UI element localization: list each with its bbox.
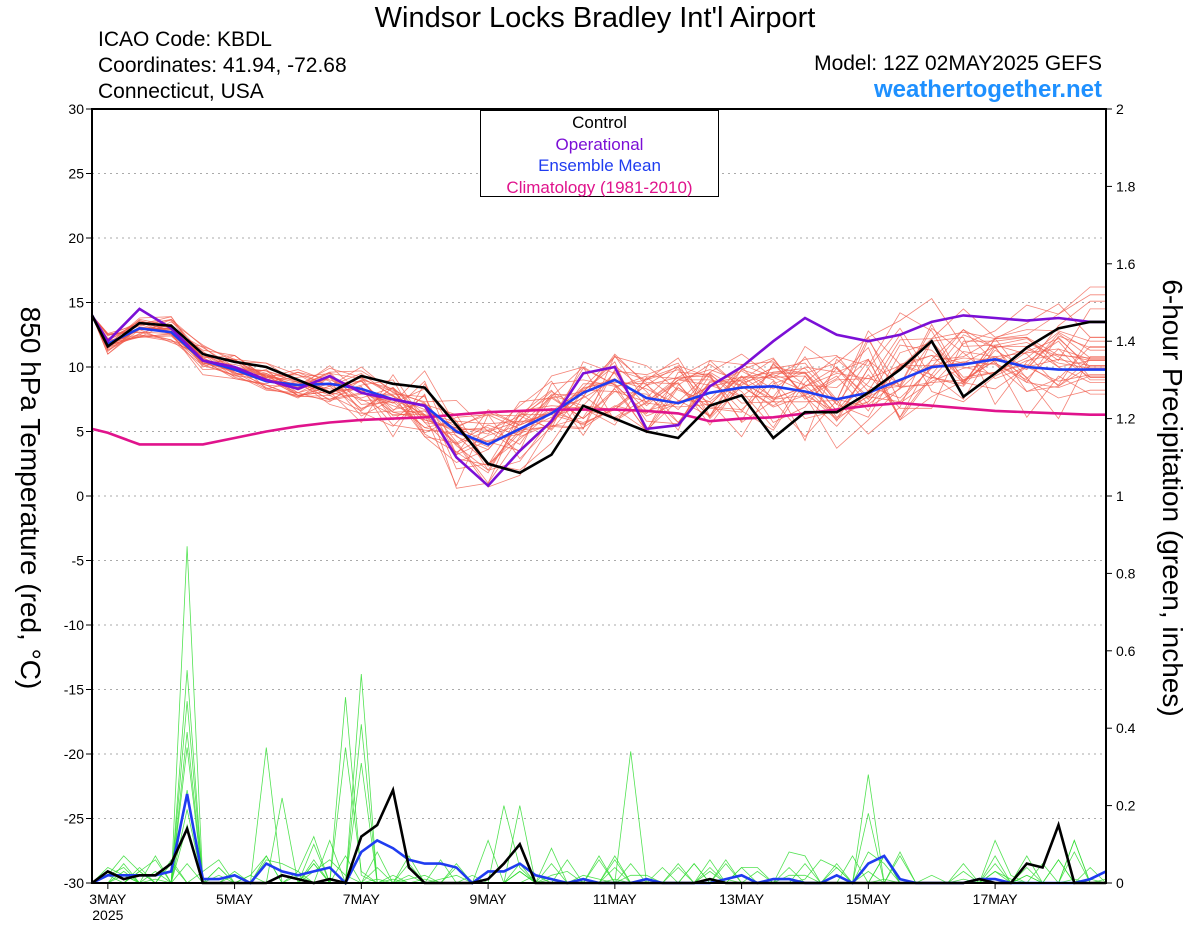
y-right-tick-label: 1 [1116,488,1124,504]
y-right-tick-label: 1.2 [1116,411,1136,427]
y-right-tick-label: 0.2 [1116,798,1136,814]
temperature-member-line [91,315,1106,466]
x-tick-label: 15MAY [846,891,892,907]
x-tick-label: 3MAY [89,891,127,907]
precip-control-line [91,785,1106,885]
grid-lines [92,173,1106,819]
y-right-tick-label: 1.6 [1116,256,1136,272]
y-left-tick-label: -5 [72,553,85,569]
website-link[interactable]: weathertogether.net [873,76,1102,103]
main-series [90,307,1107,886]
y-left-tick-label: 20 [68,230,84,246]
precipitation-member-line [92,823,1106,884]
temperature-member-line [91,315,1106,429]
precipitation-member-line [91,747,1106,884]
precipitation-member-line [92,790,1106,884]
y-left-tick-label: -20 [64,746,84,762]
precipitation-member-line [92,546,1106,884]
temp-ensemble-mean-line [90,314,1106,446]
x-tick-label: 9MAY [470,891,508,907]
y-left-tick-label: -10 [64,617,84,633]
temperature-member-line [91,315,1106,460]
legend-ensemble-mean: Ensemble Mean [538,156,661,175]
x-tick-label: 5MAY [216,891,254,907]
precipitation-member-line [92,747,1106,884]
precipitation-member-line [92,762,1106,884]
icao-code: ICAO Code: KBDL [98,28,272,51]
legend-operational: Operational [555,134,644,154]
precipitation-member-line [91,797,1107,884]
climatology-line [91,401,1106,446]
y-left-tick-label: -15 [64,682,84,698]
y-right-tick-label: 0.6 [1116,643,1136,659]
y-axis-right-label: 6-hour Precipitation (green, inches) [1157,279,1188,717]
region: Connecticut, USA [98,80,264,103]
y-left-tick-label: 15 [68,295,84,311]
y-left-tick-label: -25 [64,811,84,827]
chart-title: Windsor Locks Bradley Int'l Airport [374,2,816,34]
temperature-member-line [91,315,1106,434]
x-tick-label: 13MAY [719,891,765,907]
temperature-member-line [91,308,1106,443]
temperature-member-line [91,315,1106,456]
precipitation-member-line [92,747,1106,884]
y-right-tick-label: 0 [1116,875,1124,891]
y-axis-left-label: 850 hPa Temperature (red, °C) [15,306,46,690]
x-tick-label: 17MAY [973,891,1019,907]
y-left-tick-label: 0 [76,488,84,504]
legend-climatology: Climatology (1981-2010) [506,177,693,197]
y-right-tick-label: 0.8 [1116,565,1136,581]
temperature-member-line [91,312,1106,467]
y-right-tick-label: 1.8 [1116,178,1136,194]
precipitation-member-line [92,670,1106,884]
precipitation-member-line [91,847,1106,884]
y-right-tick-label: 2 [1116,101,1124,117]
axes [91,108,1107,884]
temp-operational-line [90,307,1106,488]
precipitation-members [91,546,1107,885]
x-tick-label: 7MAY [343,891,381,907]
temperature-member-line [91,315,1106,452]
y-left-tick-label: 30 [68,101,84,117]
temperature-member-line [91,315,1106,487]
y-left-tick-label: 10 [68,359,84,375]
precip-ensemble-mean-line [91,793,1107,886]
legend-control: Control [572,113,627,132]
model-run: Model: 12Z 02MAY2025 GEFS [814,52,1102,75]
y-right-tick-label: 0.4 [1116,720,1136,736]
x-tick-sublabel: 2025 [92,907,123,923]
temperature-member-line [91,308,1106,484]
tick-labels: 302520151050-5-10-15-20-25-3021.81.61.41… [64,101,1136,923]
temp-control-line [90,314,1106,475]
y-right-tick-label: 1.4 [1116,333,1136,349]
legend: Control Operational Ensemble Mean Climat… [480,110,719,197]
y-left-tick-label: 25 [68,166,84,182]
plot-frame [91,108,1107,884]
temperature-member-line [91,315,1106,471]
y-left-tick-label: 5 [76,424,84,440]
temperature-member-line [91,315,1106,466]
coordinates: Coordinates: 41.94, -72.68 [98,54,347,77]
x-tick-label: 11MAY [593,891,637,907]
y-left-tick-label: -30 [64,875,84,891]
